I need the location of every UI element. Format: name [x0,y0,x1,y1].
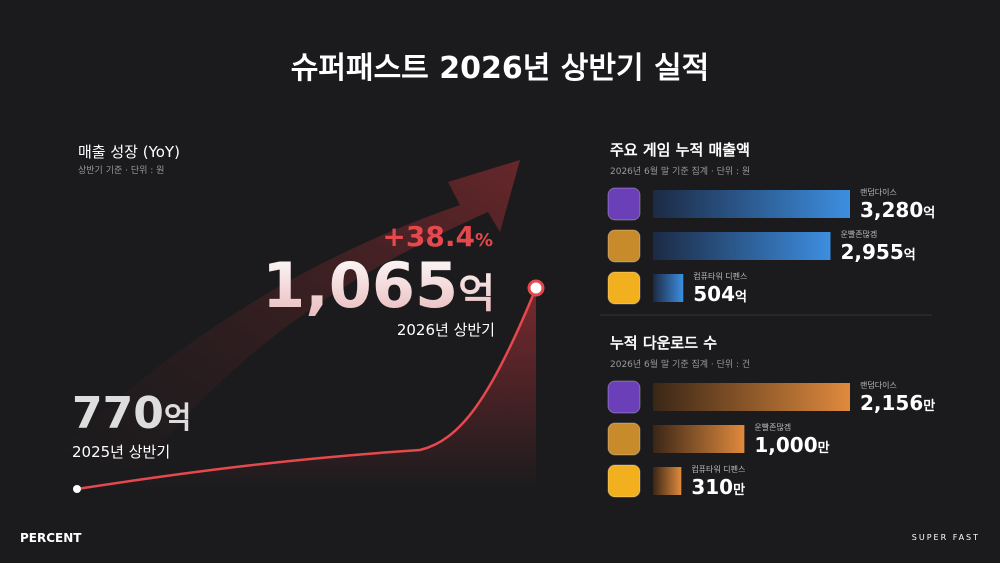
bar [653,467,682,495]
value-number: 2,156 [860,391,923,415]
start-unit: 억 [164,401,192,436]
game-icon [607,271,641,305]
section-subtitle: 2026년 6월 말 기준 집계 · 단위 : 원 [610,165,750,177]
value-number: 3,280 [860,198,923,222]
section-title: 누적 다운로드 수 [610,334,717,352]
game-name: 운빨존많겜 [840,229,877,239]
value-label: 2,955억 [840,240,915,264]
growth-change: +38.4% [382,220,493,253]
growth-title: 매출 성장 (YoY) [78,143,180,161]
game-name: 운빨존많겜 [754,422,791,432]
value-unit: 만 [923,398,935,414]
growth-arrow [60,160,520,470]
game-icon [607,380,641,414]
change-value: +38.4 [382,220,475,253]
game-icon [607,229,641,263]
start-amount: 770억 [72,388,191,439]
bar [653,190,850,218]
value-number: 2,955 [840,240,903,264]
start-value: 770 [72,388,164,439]
value-label: 1,000만 [754,433,829,457]
change-unit: % [475,230,493,251]
growth-subtitle: 상반기 기준 · 단위 : 원 [78,165,164,176]
game-icon [607,422,641,456]
section-title: 주요 게임 누적 매출액 [610,141,750,159]
bar [653,383,850,411]
bar [653,232,831,260]
start-label: 2025년 상반기 [72,443,170,461]
game-icon [607,187,641,221]
value-unit: 억 [735,290,747,305]
right-logo: SUPER FAST [912,533,980,542]
game-icon [607,464,641,498]
start-dot [73,485,81,493]
end-amount: 1,065억 [262,249,495,322]
left-logo: PERCENT [20,531,82,545]
end-label: 2026년 상반기 [397,321,495,339]
game-name: 랜덤다이스 [860,380,897,390]
value-unit: 억 [904,248,916,263]
end-unit: 억 [458,271,495,317]
game-name: 컴퓨타워 디펜스 [693,272,747,281]
value-unit: 억 [923,206,935,221]
game-name: 컴퓨타워 디펜스 [691,465,745,474]
bar [653,425,745,453]
end-value: 1,065 [262,249,458,322]
growth-line [76,287,538,491]
value-unit: 만 [818,440,830,456]
value-number: 1,000 [754,433,817,457]
value-label: 3,280억 [860,198,935,222]
end-dot [527,279,545,297]
value-number: 310 [691,475,733,499]
bar [653,274,684,302]
section-subtitle: 2026년 6월 말 기준 집계 · 단위 : 건 [610,358,750,370]
value-number: 504 [693,282,735,306]
value-label: 504억 [693,282,747,306]
growth-area [77,288,536,489]
page-title: 슈퍼패스트 2026년 상반기 실적 [291,51,709,86]
game-name: 랜덤다이스 [860,187,897,197]
value-label: 2,156만 [860,391,935,415]
value-unit: 만 [733,482,745,498]
value-label: 310만 [691,475,745,499]
